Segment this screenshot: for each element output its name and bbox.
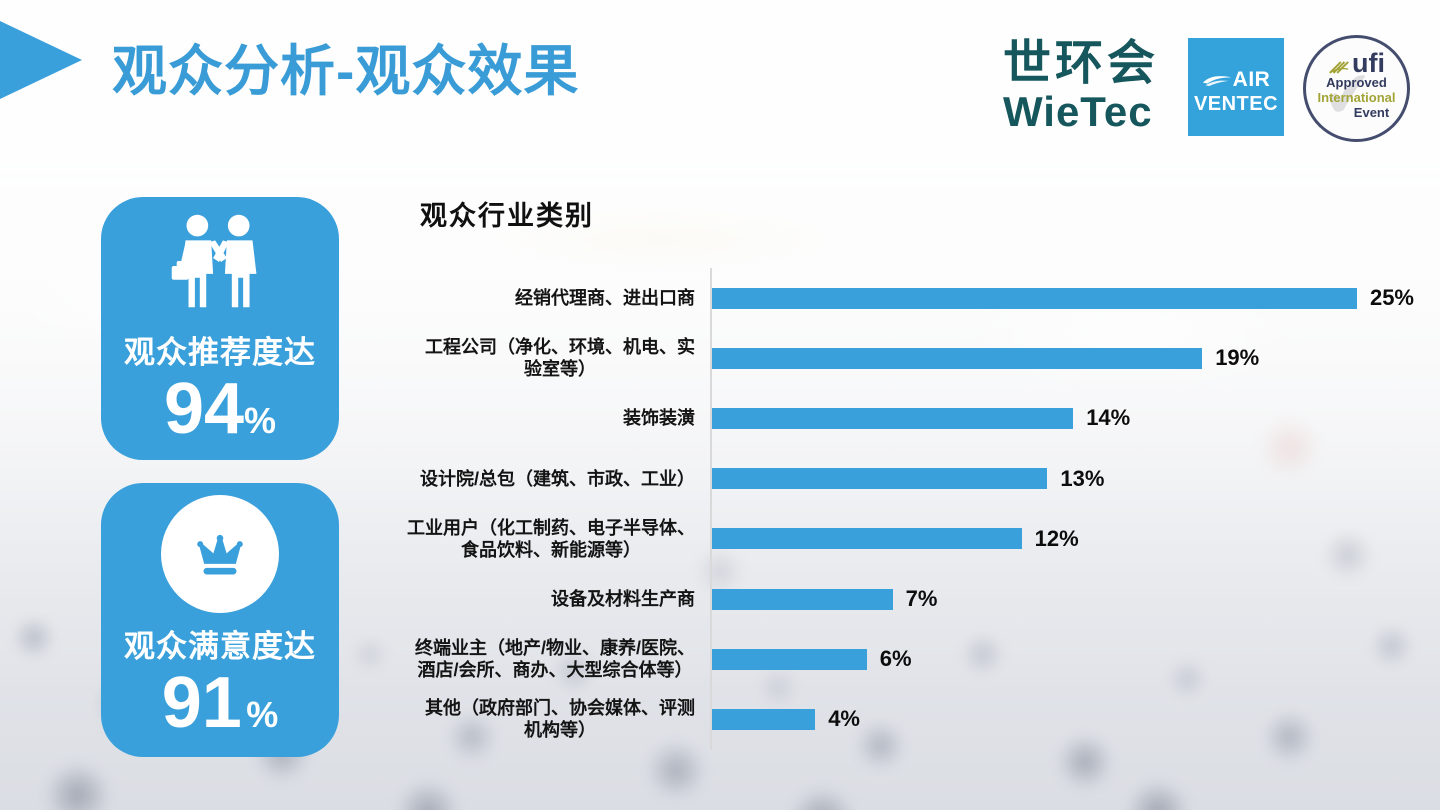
chart-row: 设计院/总包（建筑、市政、工业） 13%: [402, 448, 1414, 509]
category-label: 其他（政府部门、协会媒体、评测 机构等）: [425, 698, 695, 741]
stat-label: 观众满意度达: [124, 629, 316, 664]
stat-label: 观众推荐度达: [124, 335, 316, 370]
wietec-logo: 世环会 WieTec: [1003, 40, 1159, 133]
category-label: 设计院/总包（建筑、市政、工业）: [420, 468, 695, 489]
bar: [712, 347, 1203, 369]
chart-row: 装饰装潢 14%: [402, 388, 1414, 449]
category-label: 终端业主（地产/物业、康养/医院、 酒店/会所、商办、大型综合体等）: [414, 638, 695, 681]
wietec-logo-cn: 世环会: [1003, 37, 1160, 90]
bar: [712, 708, 816, 730]
bar: [712, 528, 1022, 550]
bar-value-label: 7%: [905, 586, 938, 612]
bar-value-label: 19%: [1215, 345, 1260, 371]
chart-row: 工程公司（净化、环境、机电、实 验室等） 19%: [402, 328, 1414, 389]
stat-card-satisfaction: 观众满意度达 91 %: [101, 483, 339, 757]
bar-value-label: 25%: [1369, 285, 1414, 311]
bar-value-label: 4%: [828, 706, 860, 732]
bar: [712, 407, 1074, 429]
bar: [711, 287, 1357, 309]
ufi-swoosh-icon: [1329, 61, 1349, 74]
header-arrow-icon: [0, 21, 82, 99]
wave-swoosh-icon: [1202, 76, 1231, 87]
ventec-air-text: AIR: [1232, 68, 1271, 91]
bar-value-label: 6%: [879, 646, 912, 672]
bar: [712, 468, 1048, 490]
ventec-name-text: VENTEC: [1193, 93, 1279, 115]
crown-icon: [197, 534, 243, 575]
category-label: 经销代理商、进出口商: [514, 288, 695, 309]
category-label: 工业用户（化工制药、电子半导体、 食品饮料、新能源等）: [407, 517, 695, 560]
stat-unit: %: [244, 400, 277, 441]
air-ventec-logo: AIR VENTEC: [1188, 38, 1284, 136]
category-label: 设备及材料生产商: [551, 589, 695, 610]
bar: [712, 588, 893, 610]
ufi-event-text: Event: [1353, 105, 1390, 121]
bar-value-label: 12%: [1034, 525, 1079, 551]
chart-row: 设备及材料生产商 7%: [402, 568, 1414, 630]
stat-value: 94: [163, 369, 245, 449]
ufi-brand-text: ufi: [1352, 48, 1385, 78]
page-title: 观众分析-观众效果: [112, 40, 580, 102]
handshake-people-icon: [171, 214, 257, 308]
category-label: 工程公司（净化、环境、机电、实 验室等）: [425, 337, 695, 380]
bar: [712, 648, 867, 670]
category-label: 装饰装潢: [623, 408, 695, 429]
chart-row: 其他（政府部门、协会媒体、评测 机构等） 4%: [402, 689, 1414, 750]
ufi-approved-text: Approved: [1326, 75, 1387, 91]
stat-unit: %: [246, 694, 279, 735]
ufi-international-text: International: [1317, 90, 1396, 106]
chart-row: 工业用户（化工制药、电子半导体、 食品饮料、新能源等） 12%: [402, 508, 1414, 569]
wietec-logo-en: WieTec: [1003, 88, 1153, 135]
chart-rows: 经销代理商、进出口商 25% 工程公司（净化、环境、机电、实 验室等） 19% …: [402, 268, 1414, 750]
bar-value-label: 13%: [1060, 465, 1105, 491]
industry-bar-chart: 观众行业类别 经销代理商、进出口商 25% 工程公司（净化、环境、机电、实 验室…: [402, 194, 1414, 750]
ufi-approved-event-logo: ✔ ufi Approved International Event: [1303, 35, 1410, 142]
stat-value: 91: [161, 663, 242, 743]
chart-row: 经销代理商、进出口商 25%: [402, 268, 1414, 329]
chart-row: 终端业主（地产/物业、康养/医院、 酒店/会所、商办、大型综合体等） 6%: [402, 629, 1414, 690]
chart-title: 观众行业类别: [420, 201, 594, 231]
crown-circle: [161, 495, 279, 613]
bar-value-label: 14%: [1086, 405, 1131, 431]
stat-card-recommendation: 观众推荐度达 94%: [101, 197, 339, 460]
